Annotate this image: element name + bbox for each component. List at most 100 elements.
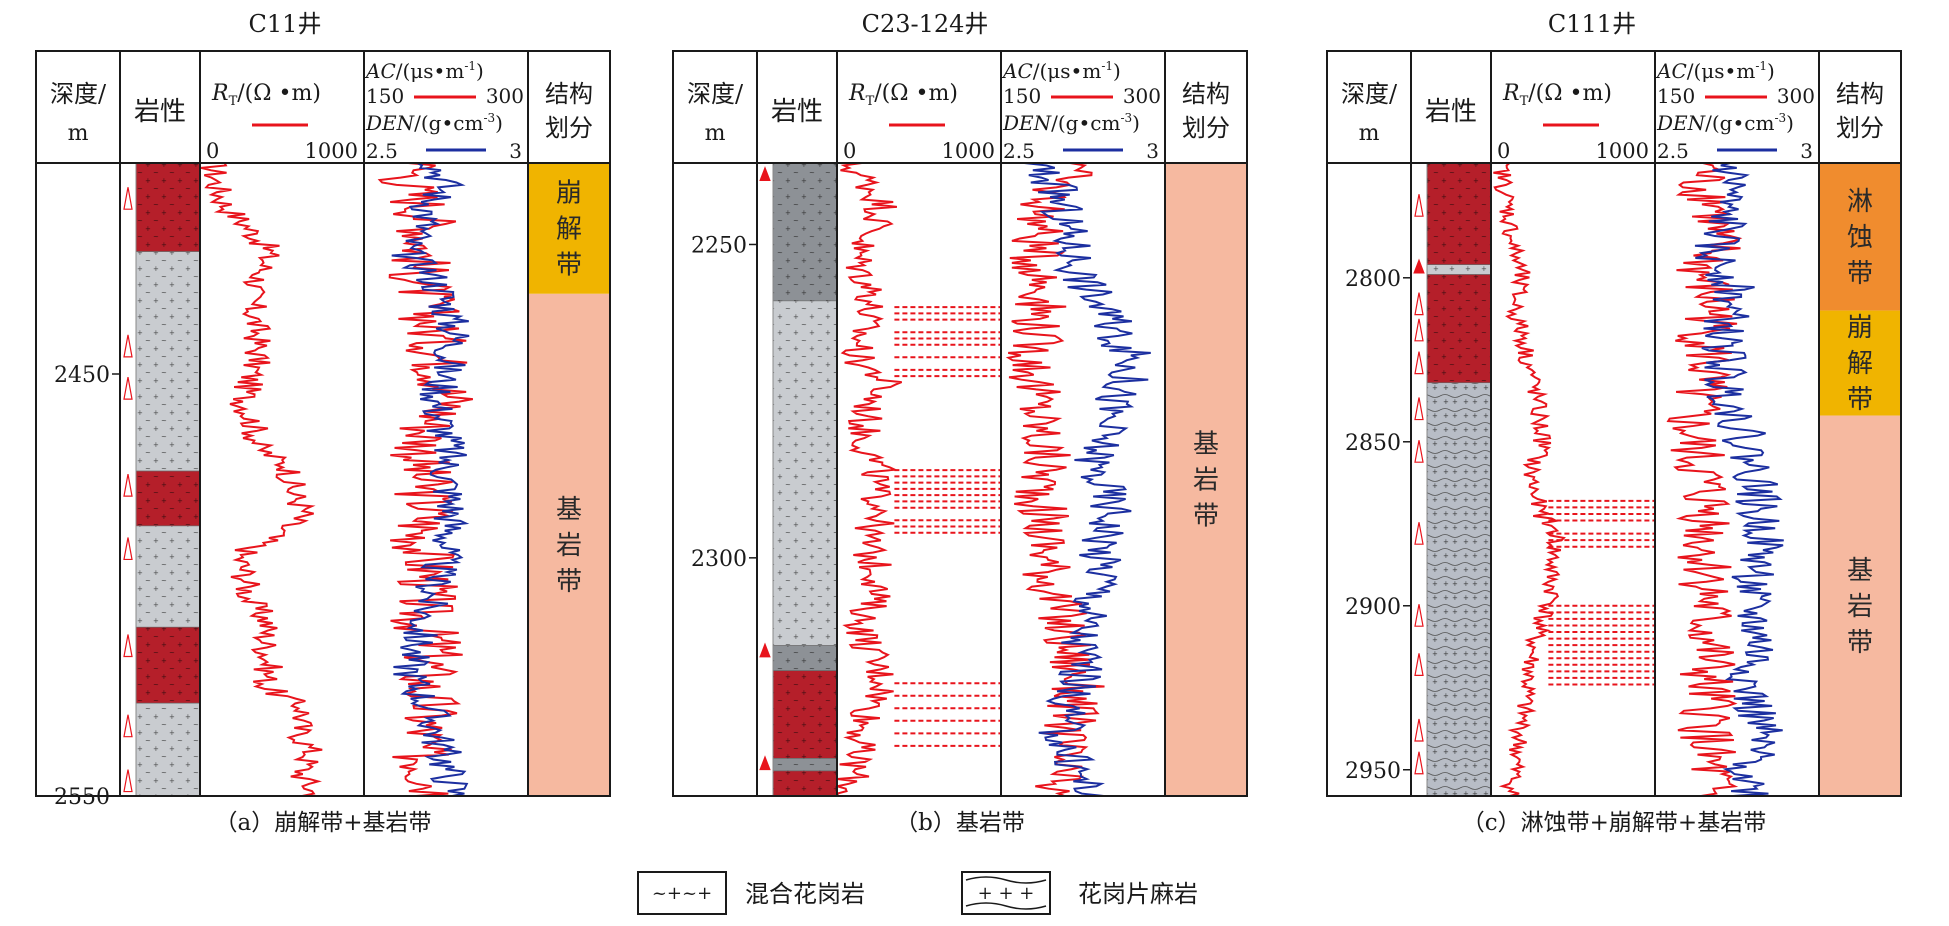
den-curve xyxy=(391,163,470,796)
zone-block xyxy=(1165,163,1247,796)
fracture-mark xyxy=(1414,751,1424,775)
ac-scale-min: 150 xyxy=(366,84,404,108)
rt-scale-max: 1000 xyxy=(305,139,358,163)
panel-frame xyxy=(1326,50,1902,797)
panel-caption: （b）基岩带 xyxy=(895,810,1025,836)
lithology-block xyxy=(1426,264,1492,275)
header-depth-unit: m xyxy=(68,121,89,146)
header-ac: AC/(μs•m-1) xyxy=(1655,59,1775,83)
zone-label-char: 基 xyxy=(1193,430,1219,460)
legend-swatch-gneiss-glyph: + + + xyxy=(978,883,1035,904)
zone-label-char: 基 xyxy=(556,495,582,525)
zone-label-char: 解 xyxy=(556,214,582,244)
rt-scale-min: 0 xyxy=(843,139,856,163)
zone-label-char: 带 xyxy=(1847,385,1873,415)
zone-block xyxy=(1819,163,1901,311)
fracture-mark-filled xyxy=(759,166,771,182)
rt-curve xyxy=(837,163,903,796)
rt-scale-max: 1000 xyxy=(942,139,995,163)
lithology-block xyxy=(1426,274,1492,384)
lithology-block xyxy=(135,525,201,628)
zone-label-char: 带 xyxy=(556,250,582,280)
legend-label-migmatite: 混合花岗岩 xyxy=(745,880,865,908)
fracture-mark xyxy=(1414,440,1424,463)
zone-label-char: 淋 xyxy=(1847,187,1873,217)
den-scale-max: 3 xyxy=(1146,139,1159,163)
depth-tick-label: 2250 xyxy=(691,233,747,258)
den-scale-min: 2.5 xyxy=(1657,139,1689,163)
legend-swatch-migmatite-glyph: ~+~+ xyxy=(652,883,712,904)
lithology-block xyxy=(1426,382,1492,797)
well-panel: C111井（c）淋蚀带+崩解带+基岩带淋蚀带崩解带基岩带280028502900… xyxy=(1326,10,1902,836)
well-title: C23-124井 xyxy=(862,10,989,38)
header-zone: 结构 xyxy=(545,80,593,108)
depth-tick-label: 2850 xyxy=(1345,431,1401,456)
rt-curve xyxy=(1493,163,1566,796)
lithology-block xyxy=(772,758,838,772)
fracture-mark xyxy=(123,634,133,658)
fracture-mark xyxy=(123,714,133,738)
fracture-mark xyxy=(1414,718,1424,742)
fracture-mark xyxy=(1414,604,1424,627)
header-rt: RT/(Ω •m) xyxy=(1502,81,1612,109)
header-den: DEN/(g•cm-3) xyxy=(1002,111,1140,135)
header-ac: AC/(μs•m-1) xyxy=(364,59,484,83)
depth-tick-label: 2550 xyxy=(54,785,110,810)
fracture-mark xyxy=(123,769,133,793)
legend-swatch-migmatite xyxy=(637,871,727,915)
fracture-mark xyxy=(1414,653,1424,676)
fracture-mark xyxy=(123,187,133,210)
depth-tick-label: 2900 xyxy=(1345,595,1401,620)
header-depth: 深度/ xyxy=(687,80,744,108)
zone-label-char: 基 xyxy=(1847,556,1873,586)
lithology-block xyxy=(135,162,201,252)
zone-block xyxy=(1819,310,1901,416)
header-den: DEN/(g•cm-3) xyxy=(1656,111,1794,135)
lithology-block xyxy=(135,470,201,527)
header-lithology: 岩性 xyxy=(771,97,823,127)
header-zone: 结构 xyxy=(1836,80,1884,108)
fracture-mark xyxy=(123,376,133,400)
depth-tick-label: 2450 xyxy=(54,363,110,388)
zone-label-char: 带 xyxy=(1847,628,1873,658)
header-lithology: 岩性 xyxy=(1425,97,1477,127)
rt-scale-max: 1000 xyxy=(1596,139,1649,163)
ac-scale-max: 300 xyxy=(1123,84,1161,108)
fracture-mark xyxy=(1414,351,1424,375)
den-curve xyxy=(1024,163,1151,796)
fracture-mark xyxy=(123,474,133,497)
den-scale-min: 2.5 xyxy=(366,139,398,163)
legend-swatch-gneiss xyxy=(961,871,1051,915)
zone-label-char: 带 xyxy=(556,567,582,597)
lithology-block xyxy=(135,251,201,472)
depth-tick-label: 2800 xyxy=(1345,267,1401,292)
fracture-mark xyxy=(1414,522,1424,545)
header-zone: 结构 xyxy=(1182,80,1230,108)
panel-caption: （a）崩解带+基岩带 xyxy=(215,810,432,836)
lithology-legend: ~+~+ 混合花岗岩 + + + 花岗片麻岩 xyxy=(637,871,1198,915)
ac-scale-min: 150 xyxy=(1657,84,1695,108)
rt-scale-min: 0 xyxy=(1497,139,1510,163)
lithology-block xyxy=(772,670,838,759)
zone-label-char: 蚀 xyxy=(1847,223,1873,253)
ac-curve xyxy=(1005,163,1105,796)
rt-curve xyxy=(200,163,323,796)
legend-label-gneiss: 花岗片麻岩 xyxy=(1078,880,1198,908)
well-title: C11井 xyxy=(249,10,322,38)
ac-scale-max: 300 xyxy=(1777,84,1815,108)
well-panel: C23-124井 （b）基岩带 基岩带 2250 2300 深度/m 岩性 RT/(Ω •m)… xyxy=(672,10,1248,836)
panel-caption: （c）淋蚀带+崩解带+基岩带 xyxy=(1462,810,1766,836)
header-zone-2: 划分 xyxy=(545,114,593,142)
den-scale-max: 3 xyxy=(1800,139,1813,163)
header-depth-unit: m xyxy=(705,121,726,146)
den-scale-max: 3 xyxy=(509,139,522,163)
depth-tick-label: 2300 xyxy=(691,547,747,572)
zone-label-char: 解 xyxy=(1847,349,1873,379)
header-rt: RT/(Ω •m) xyxy=(848,81,958,109)
zone-label-char: 岩 xyxy=(1847,592,1873,622)
fracture-mark-filled xyxy=(1413,258,1425,274)
panel-frame xyxy=(35,50,611,797)
well-panel: C11井（a）崩解带+基岩带崩解带基岩带24502550深度/m岩性RT/(Ω … xyxy=(35,10,611,836)
lithology-block xyxy=(772,645,838,671)
